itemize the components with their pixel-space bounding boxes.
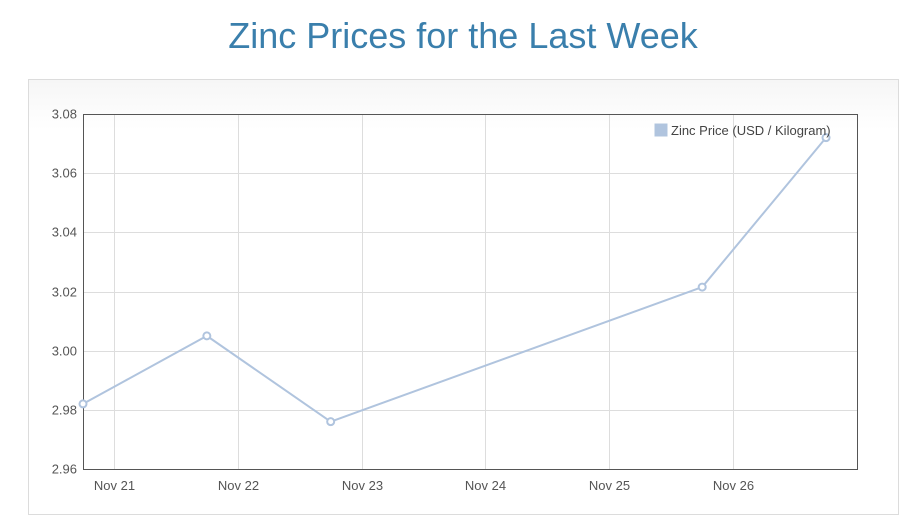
data-point [78, 399, 88, 409]
x-tick-label: Nov 24 [465, 478, 506, 493]
vertical-gridlines [114, 114, 734, 469]
y-tick-label: 3.02 [52, 285, 77, 300]
y-axis-tick-labels: 2.96 2.98 3.00 3.02 3.04 3.06 3.08 [52, 107, 77, 477]
horizontal-gridlines [83, 114, 857, 470]
data-point [821, 133, 831, 143]
data-point [326, 417, 336, 427]
chart-card [28, 79, 899, 515]
y-tick-label: 3.04 [52, 225, 77, 240]
series-layer [78, 133, 831, 427]
x-tick-label: Nov 22 [218, 478, 259, 493]
legend: Zinc Price (USD / Kilogram) [653, 122, 831, 138]
y-tick-label: 3.00 [52, 344, 77, 359]
y-tick-label: 3.06 [52, 166, 77, 181]
y-tick-label: 2.96 [52, 462, 77, 477]
data-point [202, 331, 212, 341]
plot-frame [83, 114, 858, 470]
x-tick-label: Nov 23 [342, 478, 383, 493]
x-axis-tick-labels: Nov 21 Nov 22 Nov 23 Nov 24 Nov 25 Nov 26 [94, 478, 754, 493]
data-point [697, 282, 707, 292]
page-title: Zinc Prices for the Last Week [228, 15, 698, 56]
legend-swatch [653, 122, 669, 138]
y-tick-label: 2.98 [52, 403, 77, 418]
x-tick-label: Nov 21 [94, 478, 135, 493]
y-tick-label: 3.08 [52, 107, 77, 122]
series-line [82, 137, 827, 423]
legend-label: Zinc Price (USD / Kilogram) [671, 123, 831, 138]
x-tick-label: Nov 26 [713, 478, 754, 493]
x-tick-label: Nov 25 [589, 478, 630, 493]
